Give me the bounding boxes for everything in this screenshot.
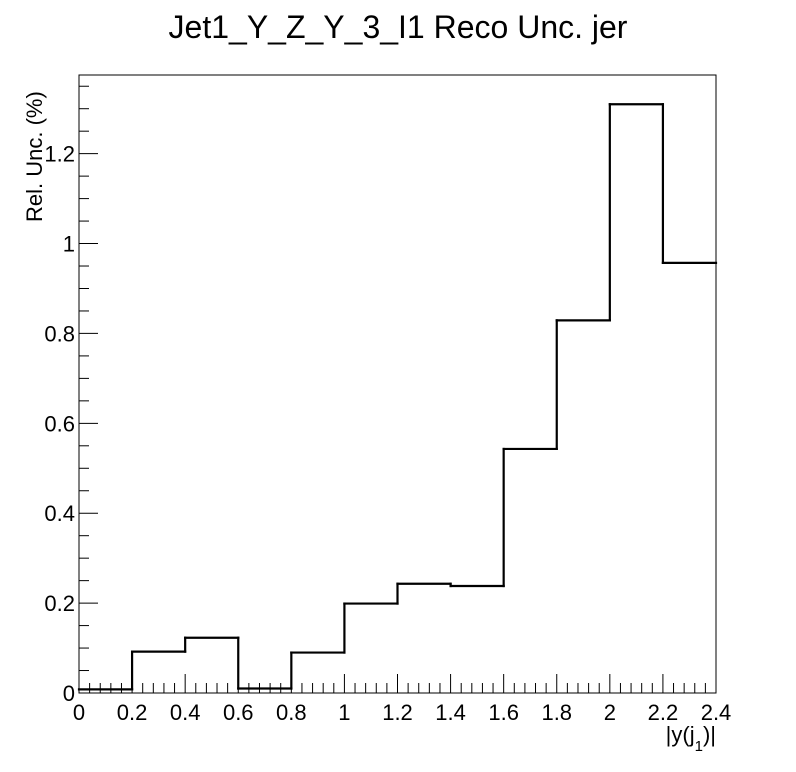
x-tick-label: 1.8 bbox=[541, 700, 572, 725]
x-tick-label: 2.4 bbox=[701, 700, 732, 725]
y-tick-label: 0.8 bbox=[44, 321, 75, 346]
y-tick-label: 1 bbox=[63, 232, 75, 257]
x-tick-label: 0 bbox=[73, 700, 85, 725]
x-axis-ticks bbox=[78, 674, 717, 693]
y-axis-label: Rel. Unc. (%) bbox=[22, 91, 47, 222]
x-tick-label: 0.4 bbox=[170, 700, 201, 725]
x-tick-label: 0.8 bbox=[276, 700, 307, 725]
x-tick-label: 2 bbox=[604, 700, 616, 725]
x-axis-label-suffix: )| bbox=[703, 722, 716, 747]
y-tick-label: 0.2 bbox=[44, 591, 75, 616]
x-tick-label: 1.6 bbox=[488, 700, 519, 725]
y-tick-label: 0.4 bbox=[44, 501, 75, 526]
x-axis-tick-labels: 0 0.2 0.4 0.6 0.8 1 1.2 1.4 1.6 1.8 2 2.2 2.4 bbox=[73, 700, 731, 725]
x-axis-label-subscript: 1 bbox=[695, 738, 703, 755]
x-tick-label: 1.2 bbox=[382, 700, 413, 725]
x-tick-label: 2.2 bbox=[648, 700, 679, 725]
x-axis-label-main: |y(j bbox=[666, 722, 695, 747]
chart-title: Jet1_Y_Z_Y_3_I1 Reco Unc. jer bbox=[169, 9, 628, 45]
y-axis-tick-labels: 0 0.2 0.4 0.6 0.8 1 1.2 bbox=[44, 142, 75, 706]
x-tick-label: 0.2 bbox=[117, 700, 148, 725]
y-axis-ticks bbox=[79, 85, 98, 694]
y-tick-label: 0 bbox=[63, 681, 75, 706]
y-tick-label: 1.2 bbox=[44, 142, 75, 167]
x-tick-label: 1 bbox=[338, 700, 350, 725]
x-axis-label: |y(j1)| bbox=[666, 722, 716, 755]
y-tick-label: 0.6 bbox=[44, 411, 75, 436]
x-tick-label: 0.6 bbox=[223, 700, 254, 725]
histogram-series bbox=[77, 103, 718, 691]
x-tick-label: 1.4 bbox=[435, 700, 466, 725]
